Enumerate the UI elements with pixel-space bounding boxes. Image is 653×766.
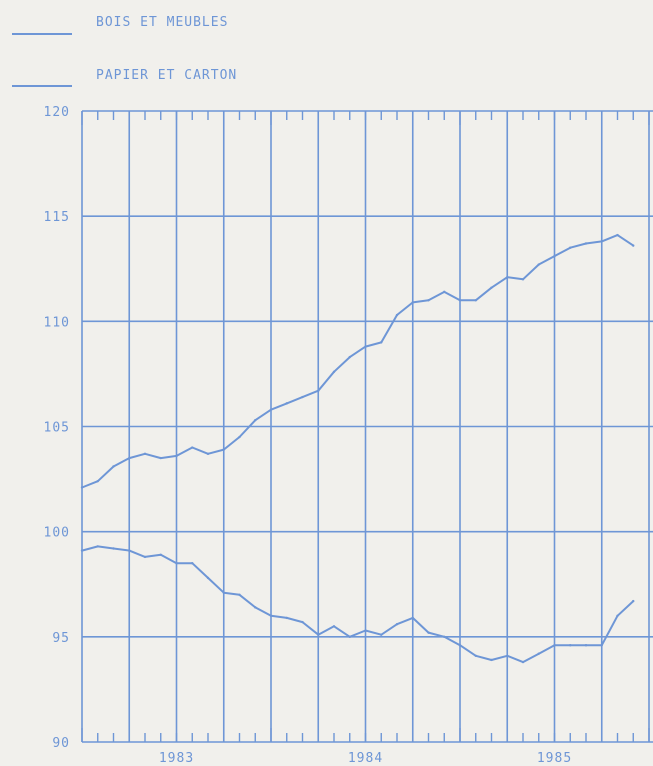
data-point-s1-24 <box>458 644 462 647</box>
data-point-s1-8 <box>206 576 210 580</box>
data-point-s1-30 <box>553 644 556 647</box>
data-point-s1-6 <box>175 562 178 565</box>
x-year-label-1984: 1984 <box>348 751 383 766</box>
data-point-s1-10 <box>238 593 241 596</box>
data-point-s0-17 <box>348 355 351 359</box>
tick-labels: 90 95 100 105 110 115 120 1983 1984 1985 <box>44 105 572 766</box>
data-point-s1-25 <box>474 654 477 657</box>
data-point-s1-14 <box>301 620 304 624</box>
data-point-s1-35 <box>632 599 635 603</box>
data-point-s1-28 <box>521 660 525 664</box>
data-point-s1-11 <box>254 606 257 609</box>
data-point-s0-20 <box>395 313 399 317</box>
axis-ticks <box>81 111 650 742</box>
y-tick-label-100: 100 <box>44 526 70 541</box>
data-point-s0-18 <box>364 345 367 348</box>
data-point-s1-7 <box>191 562 194 565</box>
data-point-s0-7 <box>191 446 194 449</box>
data-point-s1-32 <box>584 644 588 647</box>
y-tick-label-115: 115 <box>44 210 70 225</box>
data-point-s0-30 <box>553 254 556 258</box>
data-point-s0-11 <box>254 418 257 422</box>
data-point-s0-32 <box>584 242 588 245</box>
series-line-0 <box>81 234 634 489</box>
data-point-s0-28 <box>521 278 525 281</box>
data-point-s0-29 <box>537 263 540 266</box>
data-point-s1-3 <box>128 549 131 552</box>
data-point-s1-4 <box>143 555 147 559</box>
y-tick-label-110: 110 <box>44 315 70 330</box>
data-point-s0-5 <box>159 456 162 460</box>
data-point-s0-15 <box>317 389 320 392</box>
data-point-s1-33 <box>600 644 603 647</box>
data-point-s1-1 <box>96 545 99 548</box>
data-point-s1-9 <box>222 591 225 594</box>
x-year-label-1985: 1985 <box>537 751 572 766</box>
data-point-s1-31 <box>569 644 572 647</box>
legend-label-bois: BOIS ET MEUBLES <box>96 15 228 30</box>
data-point-s1-12 <box>269 614 273 617</box>
data-point-s0-25 <box>474 299 477 302</box>
data-point-s0-23 <box>443 290 446 294</box>
grid <box>81 110 653 743</box>
series-lines <box>80 233 635 664</box>
data-point-s1-0 <box>80 549 84 552</box>
data-point-s0-24 <box>458 299 462 302</box>
data-point-s0-2 <box>112 465 115 468</box>
data-point-s0-35 <box>632 244 635 247</box>
data-point-s1-5 <box>159 553 162 557</box>
data-point-s0-19 <box>380 341 383 344</box>
x-year-label-1983: 1983 <box>159 751 194 766</box>
data-point-s0-0 <box>80 486 84 489</box>
data-point-s0-22 <box>427 299 430 302</box>
y-tick-label-90: 90 <box>52 736 70 751</box>
data-point-s1-18 <box>364 629 367 632</box>
data-point-s1-21 <box>411 616 414 620</box>
y-tick-label-120: 120 <box>44 105 70 120</box>
data-point-s0-34 <box>616 233 619 237</box>
data-point-s1-23 <box>443 635 446 639</box>
data-point-s1-22 <box>427 631 430 634</box>
data-point-s1-34 <box>616 614 619 617</box>
data-point-s1-20 <box>395 623 399 626</box>
data-point-s0-14 <box>301 395 304 399</box>
data-point-s1-15 <box>317 633 320 636</box>
data-point-s0-8 <box>206 452 210 456</box>
series-line-1 <box>81 545 634 664</box>
data-point-s1-26 <box>490 658 493 662</box>
data-point-s0-6 <box>175 454 178 458</box>
data-point-s0-16 <box>332 370 336 374</box>
data-point-s0-9 <box>222 448 225 451</box>
data-point-s0-31 <box>569 246 572 249</box>
legend-label-papier: PAPIER ET CARTON <box>96 68 237 83</box>
data-point-s0-21 <box>411 301 414 304</box>
data-point-s1-13 <box>285 616 288 620</box>
data-point-s0-12 <box>269 408 273 411</box>
data-point-s1-19 <box>380 633 383 636</box>
data-point-s0-4 <box>143 452 147 456</box>
data-point-s0-27 <box>506 275 509 279</box>
data-point-s0-1 <box>96 479 99 483</box>
data-point-s1-29 <box>537 652 540 655</box>
data-point-s1-17 <box>348 635 351 639</box>
y-tick-label-95: 95 <box>52 631 70 646</box>
data-point-s1-27 <box>506 654 509 657</box>
data-point-s0-10 <box>238 435 241 439</box>
data-point-s1-2 <box>112 547 115 550</box>
data-point-s0-3 <box>128 456 131 460</box>
data-point-s0-13 <box>285 402 288 405</box>
y-tick-label-105: 105 <box>44 421 70 436</box>
legend: BOIS ET MEUBLES PAPIER ET CARTON <box>12 15 237 87</box>
data-point-s0-26 <box>490 286 493 289</box>
data-point-s1-16 <box>332 625 336 628</box>
data-point-s0-33 <box>600 240 603 243</box>
